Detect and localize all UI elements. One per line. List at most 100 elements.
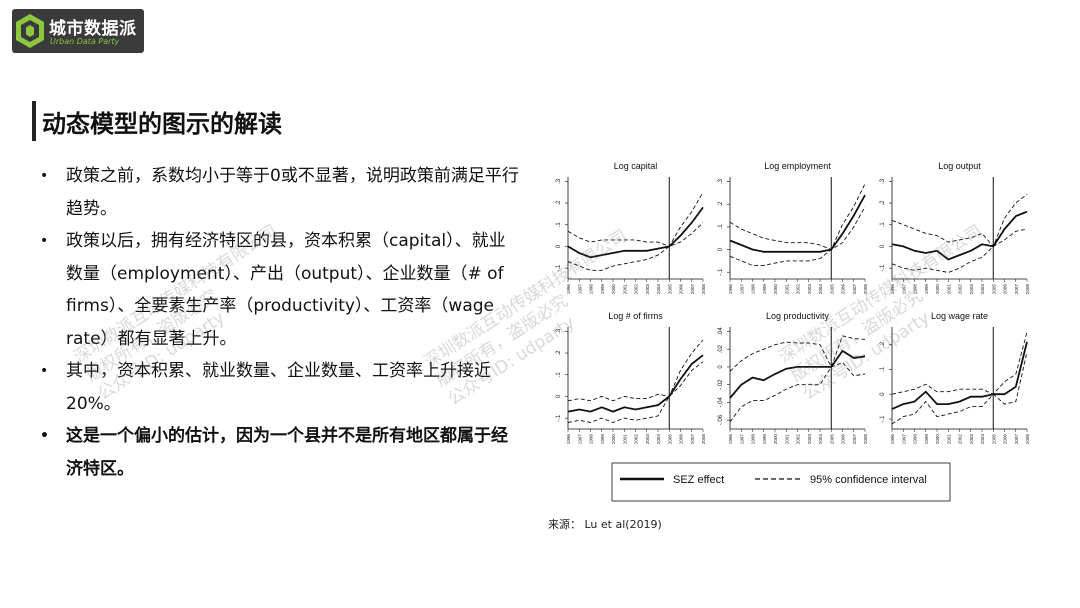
- confidence-interval-line: [729, 361, 866, 423]
- panel-title: Log # of firms: [608, 311, 663, 321]
- bullet-dot-icon: •: [40, 428, 49, 444]
- y-tick-label: -.1: [556, 264, 562, 272]
- x-tick-label: 2004: [818, 284, 823, 295]
- panel-title: Log employment: [764, 161, 831, 171]
- y-tick-label: .3: [880, 178, 886, 184]
- y-tick-label: .3: [556, 178, 562, 184]
- bullet-item: • 这是一个偏小的估计，因为一个县并不是所有地区都属于经济特区。: [40, 420, 520, 485]
- confidence-interval-line: [567, 339, 704, 402]
- x-tick-label: 2003: [969, 434, 974, 445]
- bullet-dot-icon: •: [40, 168, 49, 184]
- x-tick-label: 1998: [913, 284, 918, 295]
- x-tick-label: 1996: [890, 284, 895, 295]
- x-tick-label: 2007: [852, 284, 857, 295]
- x-tick-label: 1996: [566, 284, 571, 295]
- y-tick-label: 0: [880, 244, 886, 248]
- x-tick-label: 2004: [980, 434, 985, 445]
- y-tick-label: .02: [718, 344, 724, 353]
- y-tick-label: .2: [556, 350, 562, 356]
- bullet-list: • 政策之前，系数均小于等于0或不显著，说明政策前满足平行趋势。 • 政策以后，拥有…: [40, 160, 520, 485]
- x-tick-label: 2006: [679, 284, 684, 295]
- legend: SEZ effect 95% confidence interval: [611, 462, 951, 502]
- bullet-item: • 其中，资本积累、就业数量、企业数量、工资率上升接近20%。: [40, 355, 520, 420]
- y-tick-label: .3: [556, 328, 562, 334]
- chart-panel: Log employment -.1 0 .1 .2 .3 1996 1997 1998 1999…: [718, 161, 868, 294]
- confidence-interval-line: [891, 331, 1028, 395]
- x-tick-label: 2003: [645, 284, 650, 295]
- x-tick-label: 2004: [818, 434, 823, 445]
- y-tick-label: .1: [880, 222, 886, 228]
- confidence-interval-line: [567, 222, 704, 271]
- x-tick-label: 2000: [935, 284, 940, 295]
- sez-effect-line: [729, 194, 866, 253]
- panel-title: Log wage rate: [931, 311, 988, 321]
- x-tick-label: 2001: [946, 284, 951, 295]
- y-tick-label: .1: [556, 372, 562, 378]
- x-tick-label: 2008: [1025, 434, 1030, 445]
- y-tick-label: 0: [718, 365, 724, 369]
- x-tick-label: 1999: [762, 434, 767, 445]
- y-tick-label: -.1: [880, 415, 886, 423]
- panel-title: Log output: [938, 161, 981, 171]
- x-tick-label: 2002: [796, 434, 801, 445]
- x-tick-label: 2000: [611, 284, 616, 295]
- x-tick-label: 2007: [690, 284, 695, 295]
- x-tick-label: 2004: [980, 284, 985, 295]
- logo-name: 城市数据派: [49, 19, 137, 39]
- x-tick-label: 2001: [784, 284, 789, 295]
- x-tick-label: 2008: [863, 284, 868, 295]
- logo: 城市数据派 Urban Data Party: [12, 9, 144, 53]
- x-tick-label: 2002: [958, 434, 963, 445]
- y-tick-label: .2: [880, 200, 886, 206]
- y-tick-label: .04: [718, 327, 724, 336]
- page-title: 动态模型的图示的解读: [42, 110, 282, 138]
- bullet-text: 这是一个偏小的估计，因为一个县并不是所有地区都属于经济特区。: [66, 426, 508, 479]
- x-tick-label: 2000: [773, 284, 778, 295]
- x-tick-label: 2000: [611, 434, 616, 445]
- x-tick-label: 2001: [622, 434, 627, 445]
- legend-dashed-label: 95% confidence interval: [810, 474, 927, 486]
- x-tick-label: 2006: [841, 284, 846, 295]
- y-tick-label: .1: [880, 366, 886, 372]
- source-citation: 来源： Lu et al(2019): [548, 518, 662, 531]
- x-tick-label: 1997: [739, 434, 744, 445]
- x-tick-label: 1996: [728, 284, 733, 295]
- x-tick-label: 1996: [566, 434, 571, 445]
- x-tick-label: 2000: [935, 434, 940, 445]
- confidence-interval-line: [891, 351, 1028, 425]
- x-tick-label: 2006: [841, 434, 846, 445]
- x-tick-label: 1997: [901, 434, 906, 445]
- y-tick-label: -.1: [556, 414, 562, 422]
- x-tick-label: 2002: [634, 434, 639, 445]
- x-tick-label: 2005: [667, 284, 672, 295]
- x-tick-label: 2005: [991, 434, 996, 445]
- y-tick-label: -.06: [718, 414, 724, 425]
- logo-subtitle: Urban Data Party: [50, 37, 120, 46]
- panel-title: Log capital: [614, 161, 658, 171]
- x-tick-label: 2001: [622, 284, 627, 295]
- x-tick-label: 2005: [667, 434, 672, 445]
- y-tick-label: .2: [556, 200, 562, 206]
- x-tick-label: 1999: [600, 284, 605, 295]
- confidence-interval-line: [891, 228, 1028, 273]
- x-tick-label: 1997: [577, 284, 582, 295]
- bullet-text: 其中，资本积累、就业数量、企业数量、工资率上升接近20%。: [66, 361, 491, 414]
- confidence-interval-line: [891, 194, 1028, 248]
- y-tick-label: .1: [718, 224, 724, 230]
- y-tick-label: .1: [556, 222, 562, 228]
- bullet-dot-icon: •: [40, 363, 49, 379]
- y-tick-label: 0: [556, 394, 562, 398]
- y-tick-label: 0: [556, 244, 562, 248]
- confidence-interval-line: [729, 206, 866, 266]
- confidence-interval-line: [729, 183, 866, 251]
- confidence-interval-line: [729, 335, 866, 372]
- x-tick-label: 1999: [924, 284, 929, 295]
- bullet-text: 政策之前，系数均小于等于0或不显著，说明政策前满足平行趋势。: [66, 166, 519, 219]
- chart-panel: Log productivity -.06 -.04 -.02 0 .02 .04 1996 1…: [718, 311, 868, 444]
- x-tick-label: 2002: [958, 284, 963, 295]
- y-tick-label: .2: [718, 201, 724, 207]
- x-tick-label: 2002: [634, 284, 639, 295]
- sez-effect-line: [891, 210, 1028, 261]
- x-tick-label: 2007: [690, 434, 695, 445]
- x-tick-label: 1996: [890, 434, 895, 445]
